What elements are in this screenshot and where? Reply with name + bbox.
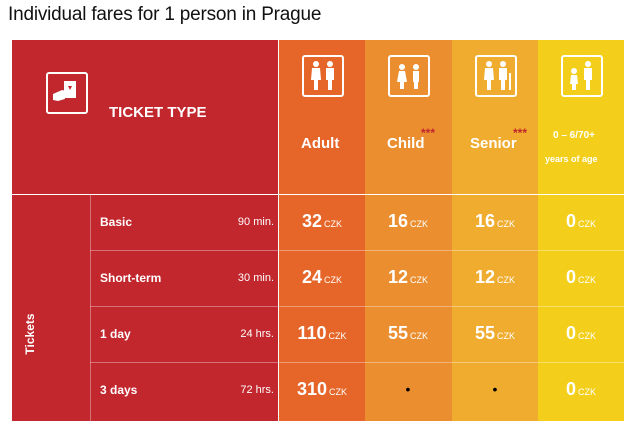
- row-name: 3 days: [100, 383, 138, 397]
- adult-couple-icon: [302, 55, 344, 97]
- senior-column-label: Senior: [470, 135, 517, 152]
- price-cell: 16 CZK: [474, 211, 516, 231]
- years-of-age-label: years of age: [545, 154, 598, 164]
- row-duration: 90 min.: [237, 216, 274, 228]
- adult-header-cell: Adult: [279, 40, 365, 194]
- price-cell: 0 CZK: [565, 379, 596, 399]
- price-cell: 110 CZK: [297, 323, 347, 343]
- price-cell: 12 CZK: [387, 267, 429, 287]
- senior-header-cell: Senior ***: [452, 40, 538, 194]
- child-header-cell: Child ***: [365, 40, 452, 194]
- price-cell: 55 CZK: [387, 323, 429, 343]
- row-name: Basic: [100, 215, 133, 229]
- ticket-hand-icon: [46, 72, 88, 114]
- not-available-dot: •: [405, 381, 411, 397]
- ticket-type-label: TICKET TYPE: [109, 104, 207, 121]
- row-duration: 30 min.: [237, 272, 274, 284]
- fare-table: TICKET TYPE Adult Child ***: [12, 40, 624, 421]
- child-and-elder-icon: [561, 55, 603, 97]
- price-cell: 0 CZK: [565, 211, 596, 231]
- price-cell: 310 CZK: [296, 379, 348, 399]
- free-header-cell: 0 – 6/70+ years of age: [538, 40, 624, 194]
- tickets-section-label: Tickets: [23, 313, 37, 355]
- adult-column-label: Adult: [301, 135, 340, 152]
- ticket-type-header-cell: TICKET TYPE: [12, 40, 278, 194]
- tickets-section-cell: [12, 195, 278, 421]
- price-cell: 16 CZK: [387, 211, 429, 231]
- page-title: Individual fares for 1 person in Prague: [8, 4, 322, 25]
- row-name: 1 day: [100, 327, 131, 341]
- price-cell: 12 CZK: [474, 267, 516, 287]
- price-cell: 0 CZK: [565, 323, 596, 343]
- not-available-dot: •: [492, 381, 498, 397]
- row-name: Short-term: [100, 271, 162, 285]
- row-duration: 24 hrs.: [240, 328, 274, 340]
- child-footnote-stars: ***: [421, 126, 436, 140]
- age-range-label: 0 – 6/70+: [553, 130, 595, 141]
- senior-footnote-stars: ***: [513, 126, 528, 140]
- child-couple-icon: [388, 55, 430, 97]
- price-cell: 0 CZK: [565, 267, 596, 287]
- price-cell: 55 CZK: [474, 323, 516, 343]
- row-duration: 72 hrs.: [240, 384, 274, 396]
- senior-couple-icon: [475, 55, 517, 97]
- price-cell: 32 CZK: [301, 211, 343, 231]
- price-cell: 24 CZK: [301, 267, 343, 287]
- child-column-label: Child: [387, 135, 425, 152]
